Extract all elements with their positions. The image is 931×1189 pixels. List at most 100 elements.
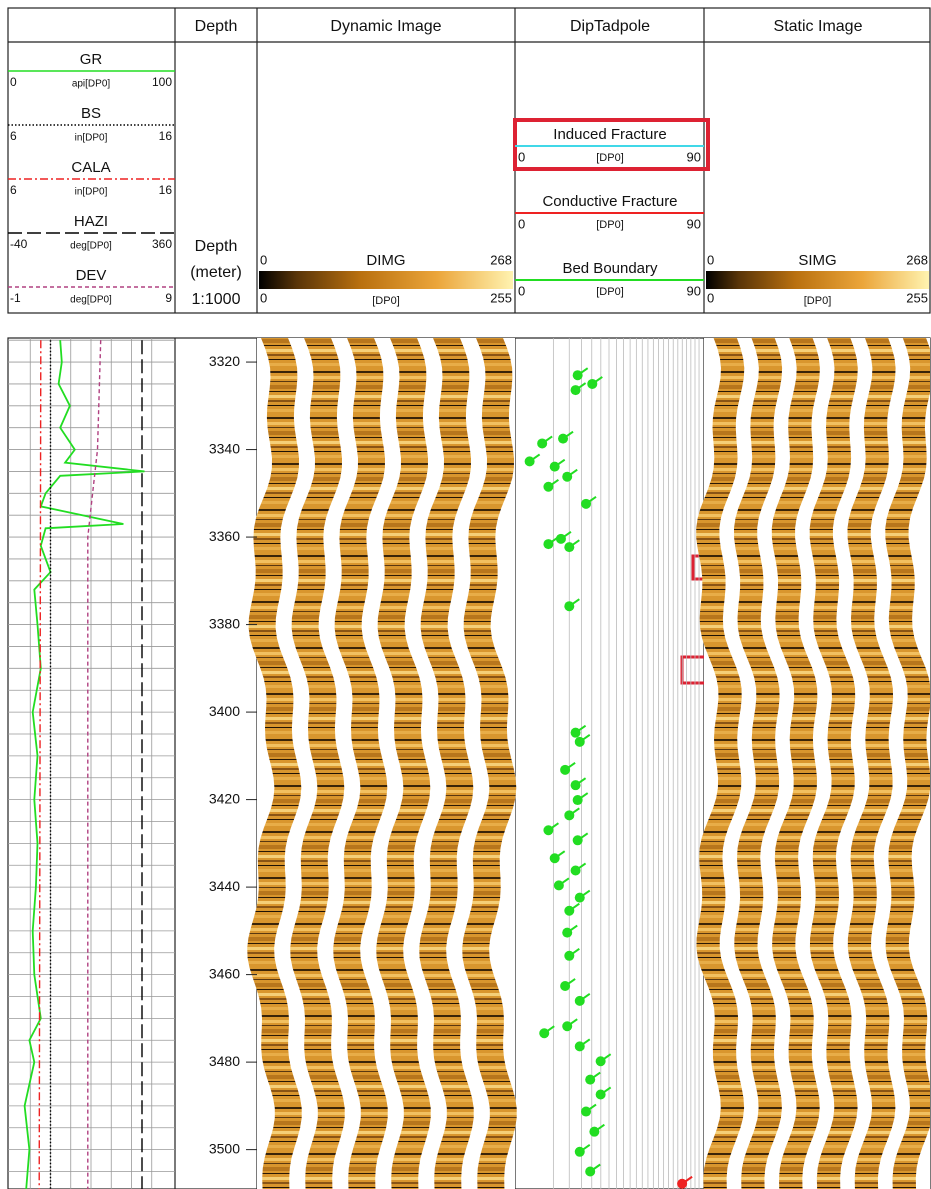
tadpole	[596, 1054, 611, 1066]
tadpole-head	[573, 835, 583, 845]
tadpole-head	[573, 370, 583, 380]
tadpole-head	[564, 601, 574, 611]
tadpole-head	[525, 456, 535, 466]
curve-min: -40	[10, 237, 28, 251]
tadpole	[575, 1039, 590, 1051]
tadpole-head	[564, 542, 574, 552]
depth-tick-label: 3500	[209, 1140, 240, 1156]
tadpole	[573, 833, 588, 845]
tadpole	[543, 537, 558, 549]
tadpole-head	[554, 880, 564, 890]
curve-name: DEV	[76, 267, 107, 284]
tadpole-head	[562, 1021, 572, 1031]
tadpole-head	[589, 1127, 599, 1137]
image-unit: [DP0]	[804, 295, 832, 307]
depth-tick-label: 3420	[209, 790, 240, 806]
colorbar	[259, 271, 513, 289]
dip-class-unit: [DP0]	[596, 286, 624, 298]
tadpole	[573, 793, 588, 805]
curve-max: 9	[165, 291, 172, 305]
image-raw-max: 255	[490, 290, 512, 305]
tadpole-head	[585, 1075, 595, 1085]
colorbar	[706, 271, 929, 289]
tadpole-head	[587, 379, 597, 389]
dip-class-min: 0	[518, 283, 525, 298]
depth-tick-label: 3480	[209, 1053, 240, 1069]
image-raw-min: 0	[260, 290, 267, 305]
curve-unit: in[DP0]	[75, 133, 108, 144]
dip-class-name: Conductive Fracture	[542, 193, 677, 210]
curve-max: 16	[159, 129, 173, 143]
curve-min: 6	[10, 183, 17, 197]
dip-class-name: Induced Fracture	[553, 126, 666, 143]
tadpole	[539, 1026, 554, 1038]
curve-name: HAZI	[74, 213, 108, 230]
dip-class-min: 0	[518, 149, 525, 164]
track-header: Dynamic Image	[330, 18, 441, 35]
tadpole-head	[571, 728, 581, 738]
tadpole-head	[550, 462, 560, 472]
curve-unit: deg[DP0]	[70, 241, 112, 252]
tadpole	[564, 808, 579, 820]
tadpole	[677, 1177, 692, 1189]
curve-name: GR	[80, 51, 103, 68]
tadpole-head	[537, 438, 547, 448]
track-header: DipTadpole	[570, 18, 650, 35]
track-header: Static Image	[774, 18, 863, 35]
tadpole-head	[571, 385, 581, 395]
tadpole-head	[596, 1089, 606, 1099]
tadpole-head	[560, 981, 570, 991]
curve-unit: in[DP0]	[75, 187, 108, 198]
image-raw-max: 255	[906, 290, 928, 305]
curve	[25, 340, 145, 1189]
curve-max: 100	[152, 75, 172, 89]
curve	[88, 340, 101, 1189]
curve-max: 16	[159, 183, 173, 197]
depth-scale: 1:1000	[192, 291, 241, 308]
curve-name: CALA	[71, 159, 110, 176]
tadpole	[562, 1019, 577, 1031]
tadpole	[571, 383, 586, 395]
tadpole-head	[571, 865, 581, 875]
page: Depth Dynamic Image DipTadpole Static Im…	[0, 0, 931, 1189]
dip-class-max: 90	[687, 283, 701, 298]
tadpole	[587, 377, 602, 389]
tadpole	[571, 726, 586, 738]
tadpole	[571, 863, 586, 875]
depth-title: Depth	[195, 238, 238, 255]
depth-tick-label: 3360	[209, 528, 240, 544]
tadpole-head	[543, 825, 553, 835]
tadpole	[564, 599, 579, 611]
tadpole-head	[543, 539, 553, 549]
depth-unit: (meter)	[190, 264, 242, 281]
curve-min: -1	[10, 291, 21, 305]
tadpole-head	[571, 780, 581, 790]
tadpole-head	[596, 1056, 606, 1066]
tadpole	[550, 851, 565, 863]
tadpole	[573, 368, 588, 380]
tadpole-head	[575, 996, 585, 1006]
image-raw-min: 0	[707, 290, 714, 305]
tadpole-head	[564, 906, 574, 916]
tadpole	[554, 878, 569, 890]
tadpole-head	[564, 810, 574, 820]
tadpole-head	[558, 434, 568, 444]
tadpole	[564, 540, 579, 552]
tadpole	[562, 470, 577, 482]
tadpole-head	[585, 1166, 595, 1176]
tadpole-head	[562, 928, 572, 938]
tadpole	[525, 454, 540, 466]
tadpole	[596, 1087, 611, 1099]
tadpole	[564, 949, 579, 961]
tadpole	[585, 1164, 600, 1176]
tadpole-head	[564, 951, 574, 961]
tadpole-head	[562, 472, 572, 482]
tadpole	[560, 763, 575, 775]
tadpole	[581, 497, 596, 509]
curve-max: 360	[152, 237, 172, 251]
dip-class-name: Bed Boundary	[562, 260, 658, 277]
image-unit: [DP0]	[372, 295, 400, 307]
image-display-min: 0	[707, 252, 714, 267]
tadpole	[537, 436, 552, 448]
tadpole	[575, 994, 590, 1006]
